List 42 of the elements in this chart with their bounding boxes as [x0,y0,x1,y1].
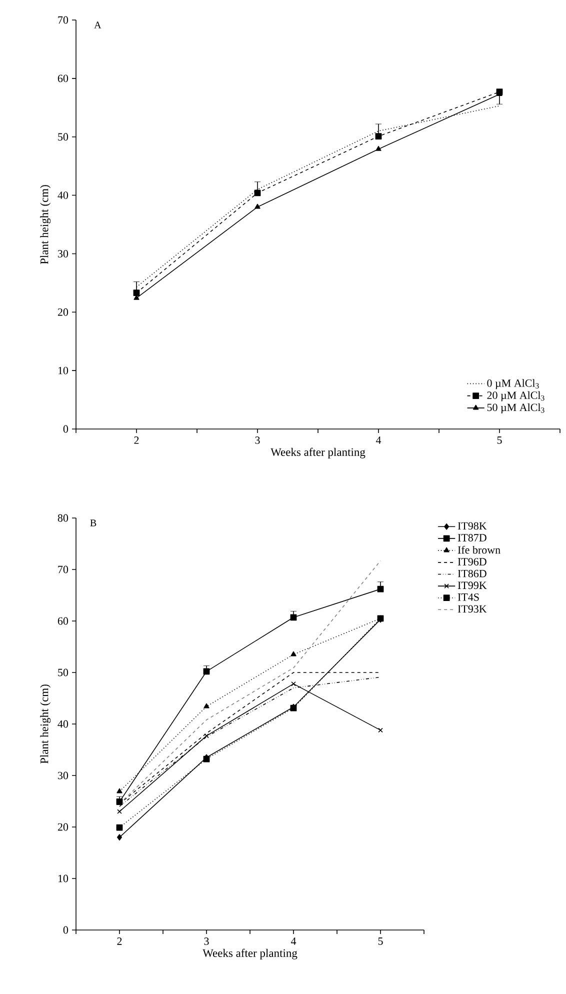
legend-label: 50 µM AlCl$_{3}$ [487,403,544,414]
x-tick-label: 3 [204,938,209,945]
y-tick-label: 50 [58,133,68,141]
x-axis-title: Weeks after planting [270,448,366,458]
y-tick-label: 30 [58,772,68,780]
y-tick-label: 30 [58,250,68,258]
y-tick-label: 20 [58,823,68,831]
legend-label: IT98K [458,522,487,530]
y-axis-title: Plant height (cm) [40,185,51,264]
y-tick-label: 50 [58,668,68,676]
y-tick-label: 60 [58,74,68,82]
legend-label: IT4S [458,593,479,601]
y-tick-label: 20 [58,308,68,316]
y-tick-label: 40 [58,192,68,199]
x-tick-label: 4 [290,938,296,945]
y-tick-label: 40 [58,720,68,728]
x-tick-label: 2 [134,436,139,444]
y-tick-label: 80 [58,514,68,522]
y-tick-label: 70 [58,16,68,24]
legend-label: 20 µM AlCl$_{3}$ [487,391,544,402]
y-tick-label: 60 [58,617,68,625]
y-tick-label: 0 [63,425,68,433]
legend-label: IT93K [458,605,487,613]
chart-title: A [94,22,102,28]
legend-label: IT96D [458,558,486,566]
y-tick-label: 70 [58,566,68,574]
legend-label: 0 µM AlCl$_{3}$ [487,379,539,390]
chart-title: B [90,520,96,526]
y-axis-title: Plant height (cm) [40,684,51,764]
x-tick-label: 3 [255,436,260,444]
x-tick-label: 2 [117,938,122,945]
legend-label: IT86D [458,570,486,578]
legend-label: IT99K [458,582,487,590]
y-tick-label: 0 [63,926,68,934]
x-axis-title: Weeks after planting [202,948,298,960]
x-tick-label: 4 [376,436,382,444]
x-tick-label: 5 [378,938,383,945]
y-tick-label: 10 [58,366,68,374]
legend-label: Ife brown [458,546,500,554]
y-tick-label: 10 [58,874,68,882]
x-tick-label: 5 [497,436,502,444]
legend-label: IT87D [458,534,486,542]
